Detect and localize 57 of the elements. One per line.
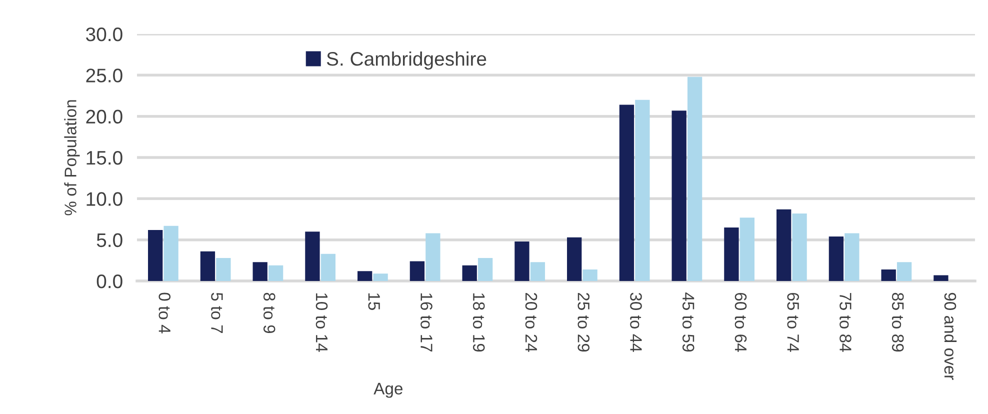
y-tick-label: 10.0 (86, 192, 122, 206)
bar (881, 269, 896, 281)
bar (373, 274, 388, 281)
bar (164, 226, 178, 281)
x-tick-label: 90 and over (944, 292, 957, 380)
bar (635, 100, 650, 281)
x-tick-label: 85 to 89 (892, 292, 904, 352)
bar (462, 265, 477, 281)
bar (216, 258, 231, 281)
y-tick-label: 5.0 (96, 233, 122, 248)
bar (792, 213, 807, 281)
y-tick-label: 20.0 (86, 110, 122, 124)
bar (567, 237, 582, 281)
bar (514, 241, 530, 281)
y-tick-label: 15.0 (86, 150, 122, 165)
x-axis-title: Age (374, 382, 402, 398)
x-tick-label: 0 to 4 (158, 292, 171, 334)
x-tick-label: 16 to 17 (420, 293, 432, 352)
x-tick-label: 8 to 9 (263, 292, 276, 334)
bar (724, 227, 739, 281)
y-tick-label: 0.0 (96, 274, 122, 288)
bar (530, 262, 545, 281)
legend-label: S. Cambridgeshire (326, 52, 486, 70)
bar (776, 209, 792, 281)
bar (252, 262, 268, 281)
bar (410, 261, 425, 281)
y-tick-label: 30.0 (86, 27, 122, 42)
x-tick-label: 75 to 84 (840, 292, 852, 352)
x-tick-label: 65 to 74 (787, 292, 800, 352)
x-tick-label: 45 to 59 (682, 292, 694, 352)
bar (305, 232, 320, 281)
bar (844, 233, 860, 281)
x-tick-label: 5 to 7 (211, 292, 223, 333)
y-axis-title: % of Population (64, 100, 80, 216)
x-tick-label: 10 to 14 (316, 293, 328, 352)
bar (828, 236, 844, 281)
x-tick-label: 20 to 24 (525, 292, 538, 352)
bar (358, 271, 372, 281)
bar (148, 230, 163, 281)
bar (200, 251, 216, 281)
bar (426, 233, 440, 281)
x-tick-label: 25 to 29 (578, 292, 590, 352)
bar (740, 218, 754, 281)
bar (687, 76, 702, 281)
bar (320, 254, 336, 281)
x-tick-label: 18 to 19 (472, 293, 485, 352)
bar (672, 110, 686, 281)
x-tick-label: 60 to 64 (734, 292, 747, 352)
bar (478, 258, 493, 281)
bar (896, 262, 912, 281)
x-tick-label: 15 (368, 293, 380, 310)
bar (582, 269, 598, 281)
y-tick-label: 25.0 (86, 68, 122, 82)
bar (619, 104, 634, 281)
bar (934, 275, 948, 281)
x-tick-label: 30 to 44 (630, 292, 642, 352)
bar (268, 265, 284, 281)
